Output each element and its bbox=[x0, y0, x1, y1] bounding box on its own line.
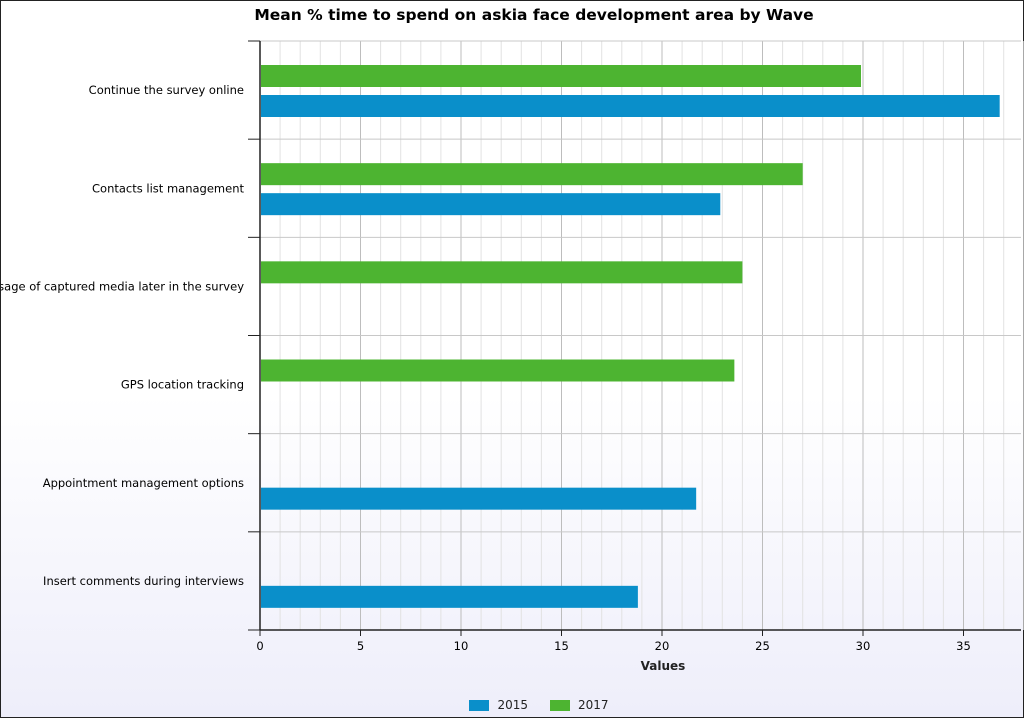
legend-item-2017: 2017 bbox=[550, 698, 609, 712]
category-label: Continue the survey online bbox=[89, 83, 244, 97]
x-tick-label: 30 bbox=[856, 639, 871, 653]
bar-2017-1 bbox=[261, 65, 861, 87]
bar-2015-1 bbox=[261, 95, 1000, 117]
x-tick-label: 5 bbox=[357, 639, 364, 653]
bar-2017-2 bbox=[261, 163, 803, 186]
x-axis-label: Values bbox=[641, 659, 686, 673]
x-tick-label: 35 bbox=[956, 639, 971, 653]
x-tick-label: 15 bbox=[554, 639, 569, 653]
category-label: Contacts list management bbox=[92, 181, 244, 195]
x-tick-label: 0 bbox=[256, 639, 263, 653]
bar-2017-3 bbox=[261, 261, 743, 284]
category-label: Insert comments during interviews bbox=[43, 574, 244, 588]
chart-title: Mean % time to spend on askia face devel… bbox=[254, 6, 814, 24]
legend: 2015 2017 bbox=[1, 698, 1024, 712]
category-label: Appointment management options bbox=[43, 476, 244, 490]
legend-item-2015: 2015 bbox=[469, 698, 528, 712]
x-tick-label: 25 bbox=[755, 639, 770, 653]
x-tick-label: 10 bbox=[454, 639, 469, 653]
legend-swatch bbox=[550, 699, 570, 711]
bar-2015-5 bbox=[261, 487, 697, 510]
category-label: Usage of captured media later in the sur… bbox=[1, 279, 244, 293]
category-label: GPS location tracking bbox=[121, 378, 244, 392]
bar-2017-4 bbox=[261, 359, 735, 382]
x-tick-label: 20 bbox=[655, 639, 670, 653]
bar-2015-6 bbox=[261, 585, 638, 608]
legend-label: 2017 bbox=[578, 698, 609, 712]
bar-2015-2 bbox=[261, 193, 721, 216]
legend-swatch bbox=[469, 699, 490, 711]
legend-label: 2015 bbox=[497, 698, 528, 712]
